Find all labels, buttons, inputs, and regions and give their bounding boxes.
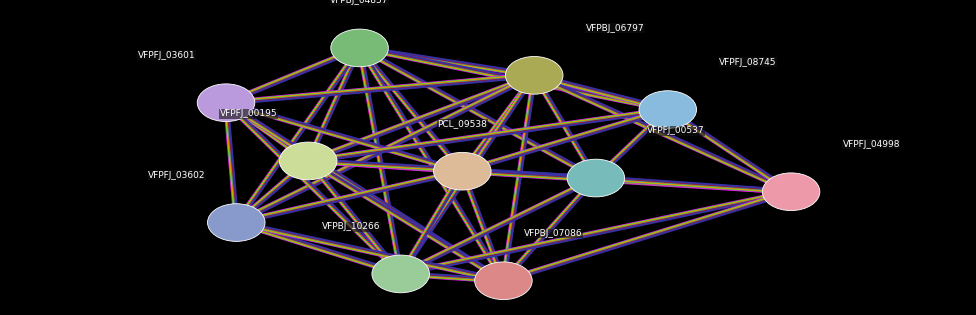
Ellipse shape [208, 204, 265, 241]
Text: VFPFJ_03602: VFPFJ_03602 [148, 171, 206, 180]
Text: VFPBJ_06797: VFPBJ_06797 [586, 24, 644, 32]
Text: PCL_09538: PCL_09538 [437, 119, 487, 129]
Ellipse shape [433, 152, 491, 190]
Ellipse shape [279, 142, 337, 180]
Text: VFPBJ_10266: VFPBJ_10266 [322, 222, 380, 231]
Text: VFPFJ_00537: VFPFJ_00537 [647, 126, 705, 135]
Text: VFPBJ_04857: VFPBJ_04857 [330, 0, 388, 5]
Text: VFPFJ_08745: VFPFJ_08745 [719, 58, 777, 67]
Ellipse shape [197, 84, 255, 122]
Ellipse shape [639, 91, 697, 129]
Text: VFPFJ_00195: VFPFJ_00195 [220, 109, 277, 118]
Ellipse shape [474, 262, 532, 300]
Ellipse shape [372, 255, 429, 293]
Ellipse shape [762, 173, 820, 210]
Ellipse shape [331, 29, 388, 67]
Ellipse shape [567, 159, 625, 197]
Text: VFPBJ_07086: VFPBJ_07086 [524, 229, 583, 238]
Text: VFPFJ_04998: VFPFJ_04998 [842, 140, 900, 149]
Text: VFPFJ_03601: VFPFJ_03601 [138, 51, 195, 60]
Ellipse shape [506, 56, 563, 94]
